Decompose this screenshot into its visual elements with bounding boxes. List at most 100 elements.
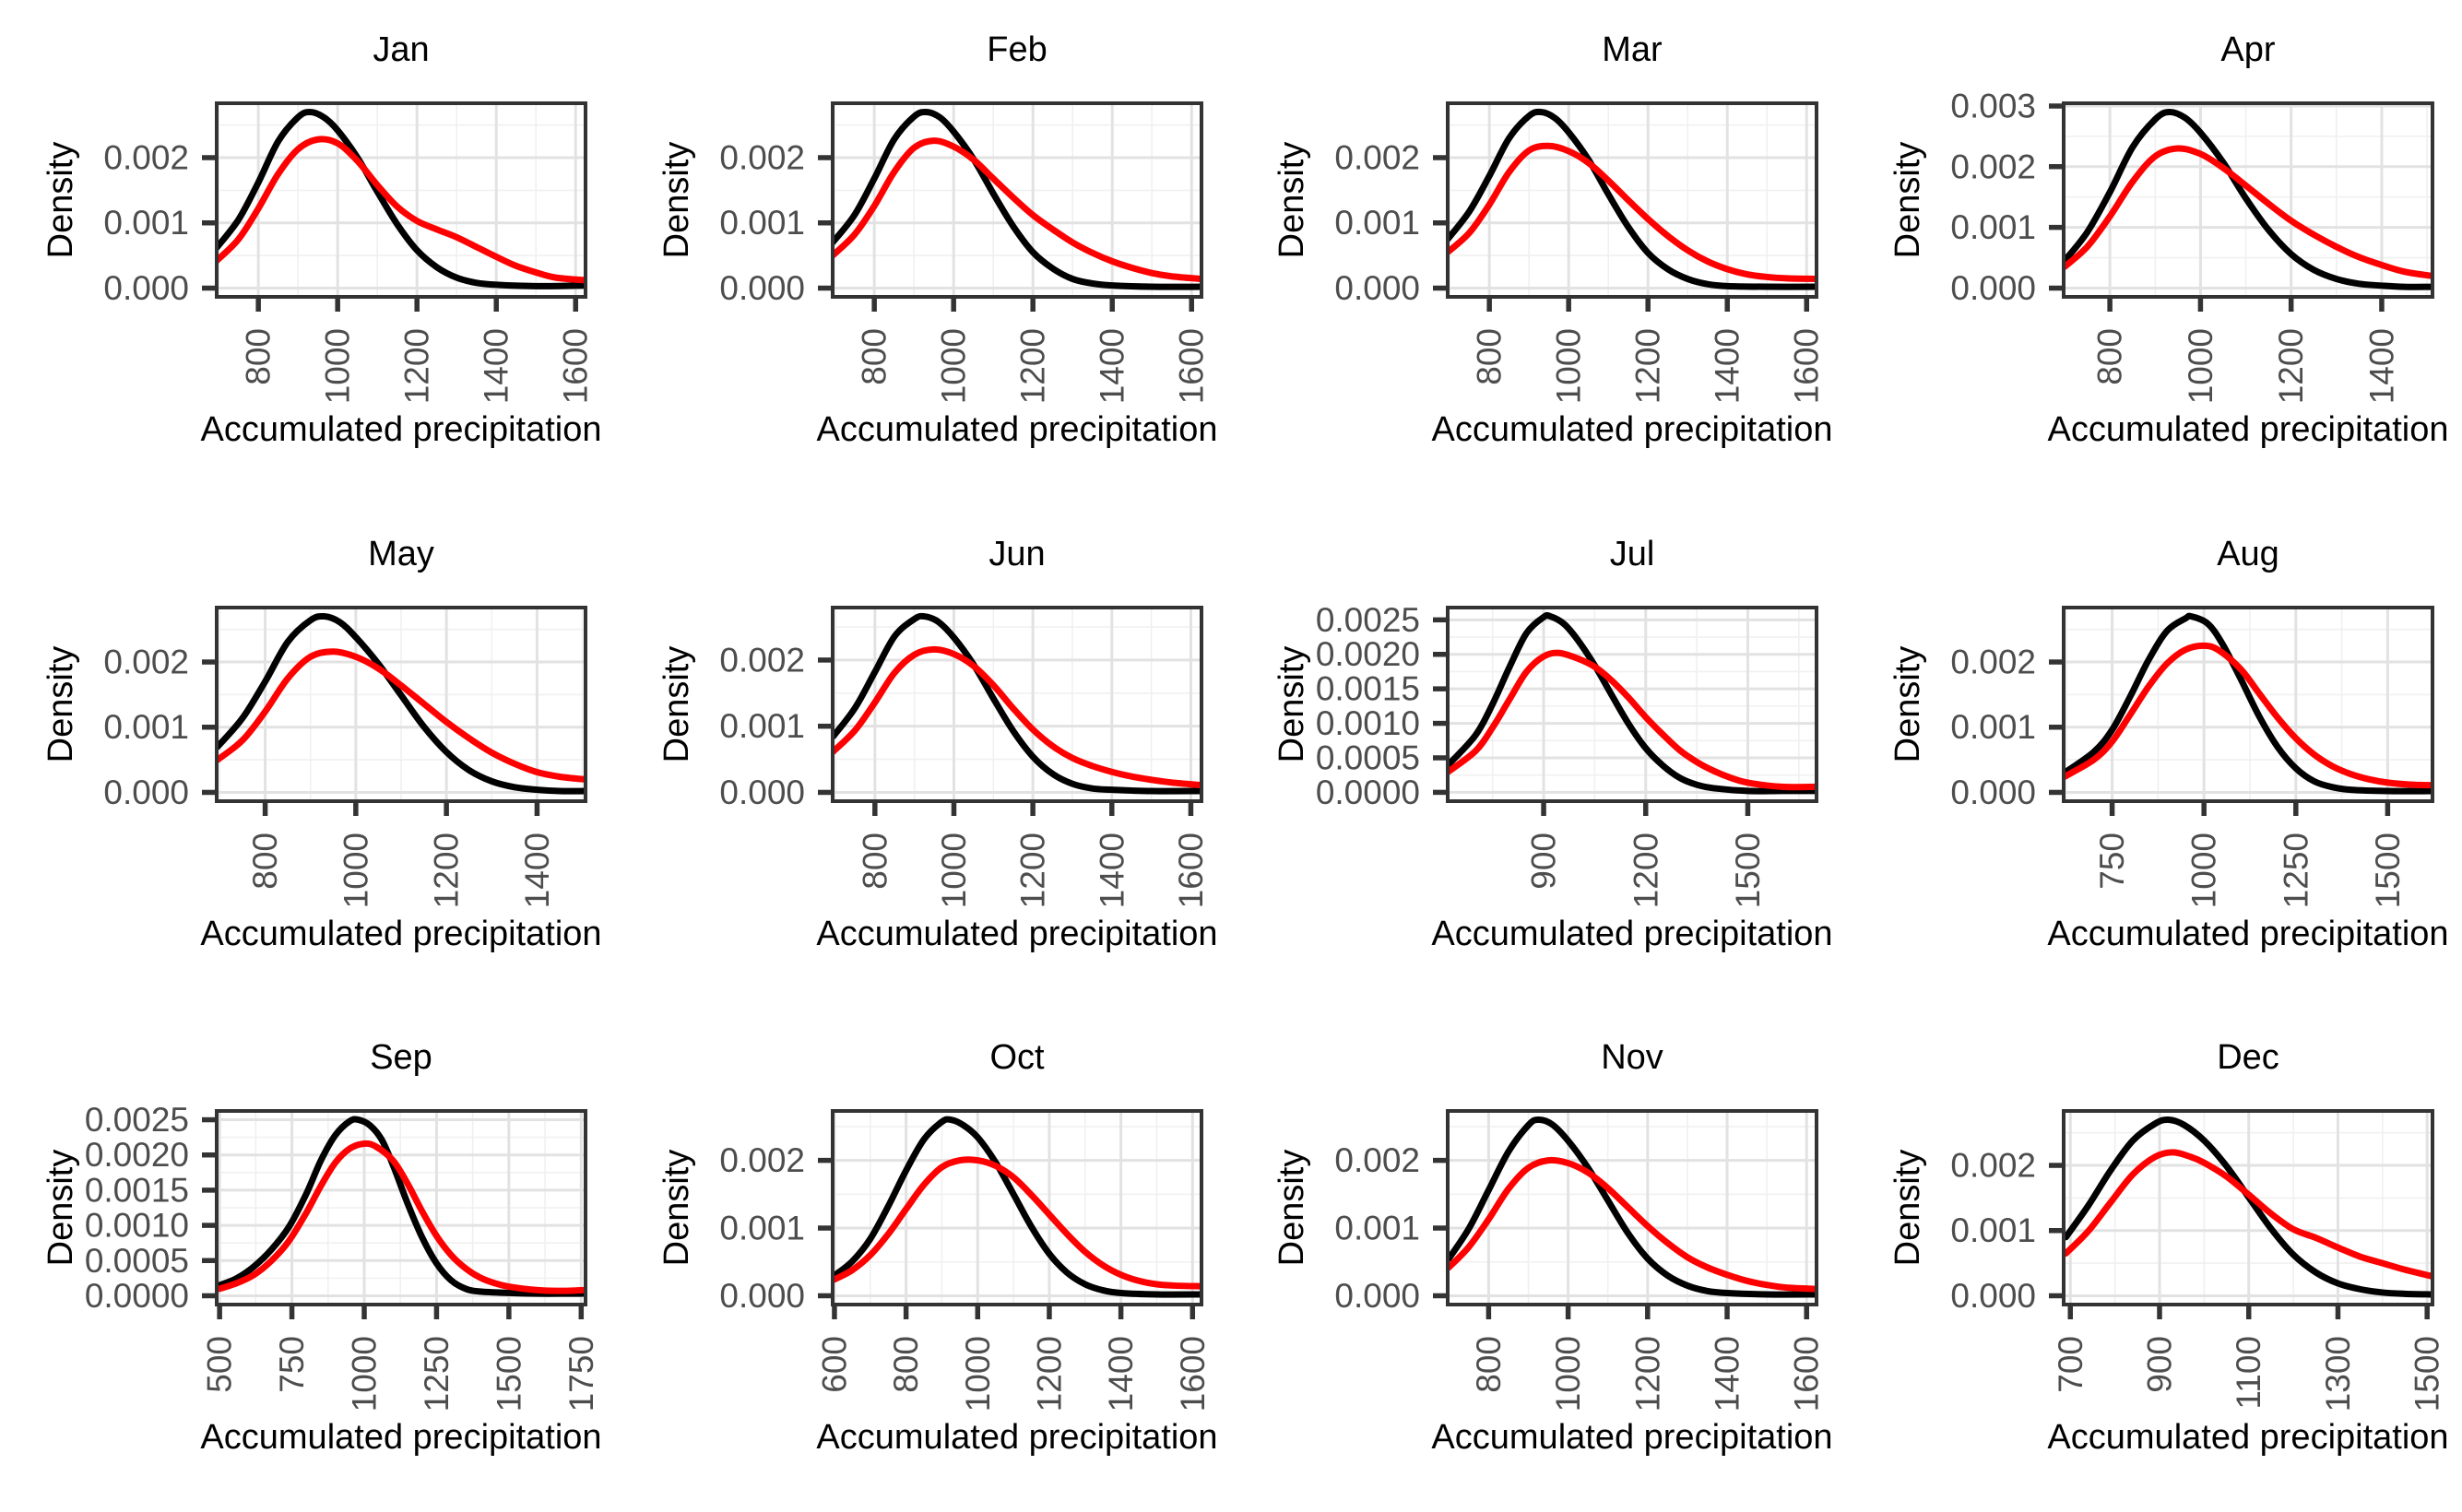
x-tick-label: 1200 bbox=[428, 833, 466, 908]
y-tick-label: 0.0015 bbox=[85, 1172, 189, 1210]
x-tick-label: 1750 bbox=[562, 1336, 600, 1412]
y-tick-label: 0.001 bbox=[1950, 1212, 2036, 1250]
sep-red-curve bbox=[217, 1140, 586, 1294]
x-tick-label: 1500 bbox=[2368, 833, 2406, 908]
x-tick-label: 1200 bbox=[2272, 328, 2310, 404]
y-axis-title: Density bbox=[1888, 645, 1927, 762]
facet-feb: 0.000 0.001 0.002 800 1000 1200 1400 1600 Feb Acc… bbox=[657, 30, 1217, 449]
x-tick-label: 1400 bbox=[2362, 328, 2400, 404]
axis-ticks bbox=[1433, 617, 1751, 816]
x-tick-label: 800 bbox=[2090, 328, 2128, 385]
y-tick-label: 0.002 bbox=[719, 641, 805, 679]
axis-ticks bbox=[817, 1158, 1195, 1320]
axis-ticks bbox=[1433, 155, 1809, 312]
facet-may: 0.000 0.001 0.002 800 1000 1200 1400 May Accumul… bbox=[41, 535, 602, 953]
grid-major bbox=[217, 102, 586, 297]
panel-border bbox=[830, 100, 1203, 299]
y-axis-title: Density bbox=[657, 645, 696, 762]
x-tick-label: 800 bbox=[246, 833, 284, 890]
x-tick-label: 1500 bbox=[490, 1336, 527, 1412]
x-tick-label: 1200 bbox=[1030, 1336, 1068, 1412]
x-tick-label: 1200 bbox=[398, 328, 436, 404]
x-axis-title: Accumulated precipitation bbox=[816, 1418, 1217, 1457]
x-axis-title: Accumulated precipitation bbox=[1431, 915, 1832, 953]
y-tick-label: 0.000 bbox=[1950, 269, 2036, 307]
x-tick-label: 900 bbox=[1525, 833, 1563, 890]
x-axis-title: Accumulated precipitation bbox=[200, 915, 601, 953]
facet-jan: 0.000 0.001 0.002 800 1000 1200 1400 1600 Jan Acc… bbox=[41, 30, 601, 449]
x-tick-label: 800 bbox=[1471, 328, 1509, 385]
y-tick-label: 0.003 bbox=[1950, 87, 2036, 124]
mar-red-curve bbox=[1448, 142, 1817, 283]
density-curves bbox=[2063, 109, 2432, 290]
panel-background bbox=[832, 1111, 1201, 1305]
x-axis-title: Accumulated precipitation bbox=[2047, 410, 2448, 449]
x-tick-label: 1400 bbox=[1709, 1336, 1746, 1412]
jul-red-curve bbox=[1448, 649, 1817, 790]
y-axis-title: Density bbox=[657, 1150, 696, 1267]
x-tick-label: 1250 bbox=[418, 1336, 456, 1412]
y-tick-label: 0.002 bbox=[103, 139, 189, 177]
x-tick-label: 800 bbox=[1470, 1336, 1508, 1393]
y-tick-label: 0.0020 bbox=[85, 1137, 189, 1175]
apr-red-curve bbox=[2063, 145, 2432, 279]
feb-black-curve bbox=[832, 109, 1201, 290]
y-tick-label: 0.0000 bbox=[1316, 774, 1420, 811]
y-tick-label: 0.0010 bbox=[85, 1207, 189, 1245]
axis-ticks bbox=[2048, 1163, 2430, 1320]
y-tick-label: 0.000 bbox=[103, 269, 189, 307]
y-tick-label: 0.0025 bbox=[85, 1101, 189, 1139]
x-axis-title: Accumulated precipitation bbox=[2047, 915, 2448, 953]
x-tick-label: 750 bbox=[273, 1336, 311, 1393]
x-tick-label: 1000 bbox=[1549, 1336, 1587, 1412]
density-curves bbox=[217, 109, 586, 289]
y-tick-label: 0.001 bbox=[1950, 208, 2036, 246]
x-tick-label: 1200 bbox=[1013, 328, 1051, 404]
y-tick-label: 0.000 bbox=[1334, 269, 1420, 307]
x-axis-title: Accumulated precipitation bbox=[200, 1418, 601, 1457]
panel-border bbox=[2061, 100, 2434, 299]
grid-minor bbox=[832, 102, 1201, 297]
panel-border bbox=[830, 605, 1203, 803]
density-curves bbox=[832, 1116, 1201, 1298]
sep-black-curve bbox=[217, 1116, 586, 1298]
facet-title: Apr bbox=[2220, 30, 2275, 69]
feb-red-curve bbox=[832, 137, 1201, 283]
x-tick-label: 1000 bbox=[2184, 833, 2222, 908]
facet-title: Dec bbox=[2217, 1038, 2279, 1077]
y-axis-title: Density bbox=[41, 645, 80, 762]
x-tick-label: 750 bbox=[2093, 833, 2131, 890]
oct-red-curve bbox=[832, 1156, 1201, 1290]
y-tick-label: 0.002 bbox=[719, 1141, 805, 1179]
panel-background bbox=[832, 607, 1201, 801]
x-tick-label: 1200 bbox=[1013, 833, 1051, 908]
grid-major bbox=[1448, 607, 1817, 801]
grid-minor bbox=[1448, 102, 1817, 297]
facet-jun: 0.000 0.001 0.002 800 1000 1200 1400 1600 Jun Acc… bbox=[657, 535, 1218, 953]
density-curves bbox=[832, 109, 1201, 290]
x-tick-label: 800 bbox=[887, 1336, 925, 1393]
axis-ticks bbox=[2048, 103, 2385, 312]
y-tick-label: 0.000 bbox=[1950, 774, 2036, 811]
facet-oct: 0.000 0.001 0.002 600 800 1000 1200 1400 1600 Oct… bbox=[657, 1038, 1218, 1457]
axis-ticks bbox=[2048, 658, 2390, 816]
x-tick-label: 1400 bbox=[1102, 1336, 1140, 1412]
x-tick-label: 1200 bbox=[1629, 328, 1667, 404]
y-axis-title: Density bbox=[41, 142, 80, 259]
x-tick-label: 1400 bbox=[1709, 328, 1746, 404]
density-curves bbox=[1448, 611, 1817, 795]
y-tick-label: 0.001 bbox=[1950, 708, 2036, 746]
y-tick-label: 0.000 bbox=[1950, 1277, 2036, 1315]
panel-border bbox=[830, 1109, 1203, 1307]
x-axis-title: Accumulated precipitation bbox=[1432, 410, 1833, 449]
panel-border bbox=[215, 605, 587, 803]
jun-black-curve bbox=[832, 612, 1201, 795]
y-tick-label: 0.001 bbox=[719, 204, 805, 242]
facet-aug: 0.000 0.001 0.002 750 1000 1250 1500 Aug Accumul… bbox=[1888, 535, 2449, 953]
density-curves bbox=[2063, 1116, 2432, 1298]
panel-border bbox=[215, 1109, 587, 1307]
x-tick-label: 1200 bbox=[1628, 1336, 1666, 1412]
facet-title: Nov bbox=[1601, 1038, 1663, 1077]
x-tick-label: 1000 bbox=[934, 328, 972, 404]
